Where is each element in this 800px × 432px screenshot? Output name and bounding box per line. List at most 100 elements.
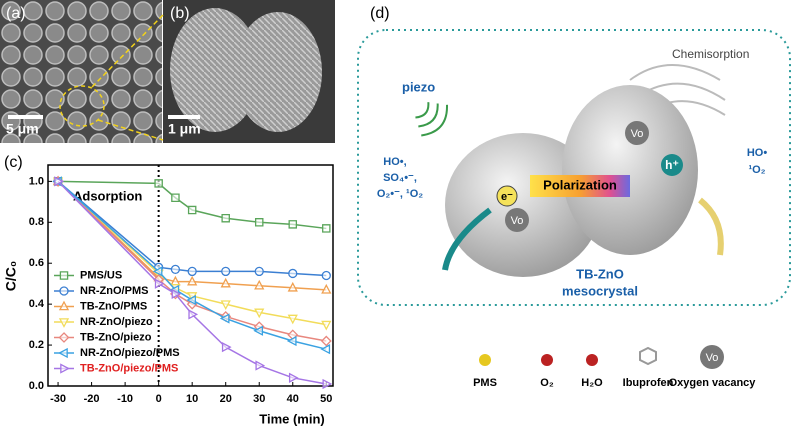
- legend-label: TB-ZnO/PMS: [80, 300, 147, 312]
- marker: [322, 224, 331, 233]
- marker: [154, 179, 163, 188]
- pms-icon: [479, 354, 491, 366]
- marker: [187, 205, 197, 215]
- vacancy-label: Vo: [631, 128, 644, 140]
- electron-icon: [496, 185, 518, 207]
- x-tick-label: 0: [156, 393, 162, 405]
- scale-bar: [8, 115, 43, 119]
- scale-label: 5 μm: [6, 121, 39, 137]
- marker: [187, 275, 198, 286]
- x-tick-label: 20: [220, 393, 232, 405]
- species-label: SO₄•⁻,: [383, 172, 417, 184]
- sem-particle: [170, 8, 260, 132]
- x-tick-label: -20: [84, 393, 100, 405]
- marker: [322, 378, 333, 390]
- y-tick-label: 0.8: [29, 216, 44, 228]
- species-label: HO•: [747, 147, 768, 159]
- marker: [253, 325, 264, 336]
- legend-label: NR-ZnO/piezo: [80, 316, 153, 328]
- marker: [154, 278, 165, 289]
- legend-marker: [58, 347, 68, 359]
- series-line: [57, 180, 327, 385]
- vacancy-label: Vo: [511, 215, 524, 227]
- legend-marker: [59, 271, 69, 280]
- y-tick-label: 0.4: [29, 298, 45, 310]
- marker: [288, 268, 298, 279]
- zoom-ellipse: [59, 85, 105, 127]
- marker: [221, 341, 232, 353]
- vacancy-icon: [625, 121, 649, 145]
- marker: [221, 213, 230, 223]
- legend-label: NR-ZnO/piezo/PMS: [80, 347, 180, 359]
- legend-label: PMS: [473, 377, 497, 389]
- zoom-line: [91, 14, 164, 88]
- species-label: ¹O₂: [748, 164, 765, 176]
- legend-label: TB-ZnO/piezo: [80, 331, 152, 343]
- legend-label: TB-ZnO/piezo/PMS: [80, 362, 178, 374]
- polarization-bar: [530, 175, 630, 197]
- marker: [187, 266, 197, 277]
- piezo-waves: [415, 102, 448, 137]
- marker: [254, 279, 265, 290]
- x-tick-label: -10: [117, 393, 133, 405]
- crystal-part: [445, 133, 601, 277]
- panel-label: (d): [370, 5, 390, 22]
- o2-icon: [541, 354, 553, 366]
- chemisorption-label: Chemisorption: [672, 47, 749, 61]
- marker: [287, 281, 298, 292]
- y-tick-label: 0.0: [29, 380, 44, 392]
- hole-label: h⁺: [665, 158, 679, 172]
- scale-bar: [168, 115, 200, 119]
- scale-label: 1 μm: [168, 121, 201, 137]
- vacancy-icon: [700, 345, 724, 369]
- marker: [186, 294, 196, 306]
- zoom-line: [97, 119, 164, 141]
- marker: [254, 218, 264, 227]
- hole-icon: [661, 154, 683, 176]
- arrow: [442, 207, 492, 271]
- marker: [221, 266, 231, 277]
- panel-label: (a): [6, 5, 26, 22]
- species-label: HO•,: [383, 156, 406, 168]
- legend-marker: [59, 286, 69, 296]
- piezo-label: piezo: [402, 79, 435, 94]
- marker: [321, 283, 332, 294]
- legend-label: Ibuprofen: [623, 377, 674, 389]
- x-tick-label: 50: [320, 393, 332, 405]
- y-tick-label: 0.2: [29, 339, 44, 351]
- panel-label: (c): [4, 154, 23, 171]
- legend-marker: [58, 300, 70, 311]
- vacancy-icon: [505, 208, 529, 232]
- schematic: (d) piezo Chemisorption Vo Vo Polarizati…: [357, 5, 791, 389]
- legend-label: Oxygen vacancy: [669, 377, 757, 389]
- marker: [287, 314, 298, 325]
- panel-label: (b): [170, 5, 190, 22]
- marker: [220, 277, 231, 288]
- x-tick-label: 30: [253, 393, 265, 405]
- h2o-icon: [586, 354, 598, 366]
- chart: (c) Time (min) C/C₀ Adsorption -30 -20 -10…: [3, 154, 334, 426]
- legend-marker: [60, 363, 70, 374]
- marker: [171, 288, 182, 300]
- x-axis-label: Time (min): [259, 411, 325, 426]
- vacancy-label: Vo: [706, 352, 719, 364]
- marker: [288, 372, 299, 383]
- marker: [255, 360, 266, 371]
- schematic-frame: [357, 29, 791, 306]
- marker: [288, 220, 298, 229]
- x-tick-label: 40: [287, 393, 299, 405]
- marker: [320, 344, 331, 355]
- sem-particle: [234, 12, 322, 132]
- marker: [321, 320, 332, 331]
- legend-marker: [58, 332, 70, 343]
- plot-frame: [47, 164, 334, 387]
- annotation: Adsorption: [73, 188, 142, 203]
- marker: [320, 335, 332, 347]
- marker: [152, 266, 163, 277]
- marker: [171, 193, 180, 202]
- sem-image-a: [0, 0, 162, 143]
- marker: [54, 176, 64, 187]
- y-axis-label: C/C₀: [3, 261, 19, 291]
- y-tick-label: 0.6: [29, 257, 44, 269]
- crystal-label: mesocrystal: [562, 283, 638, 298]
